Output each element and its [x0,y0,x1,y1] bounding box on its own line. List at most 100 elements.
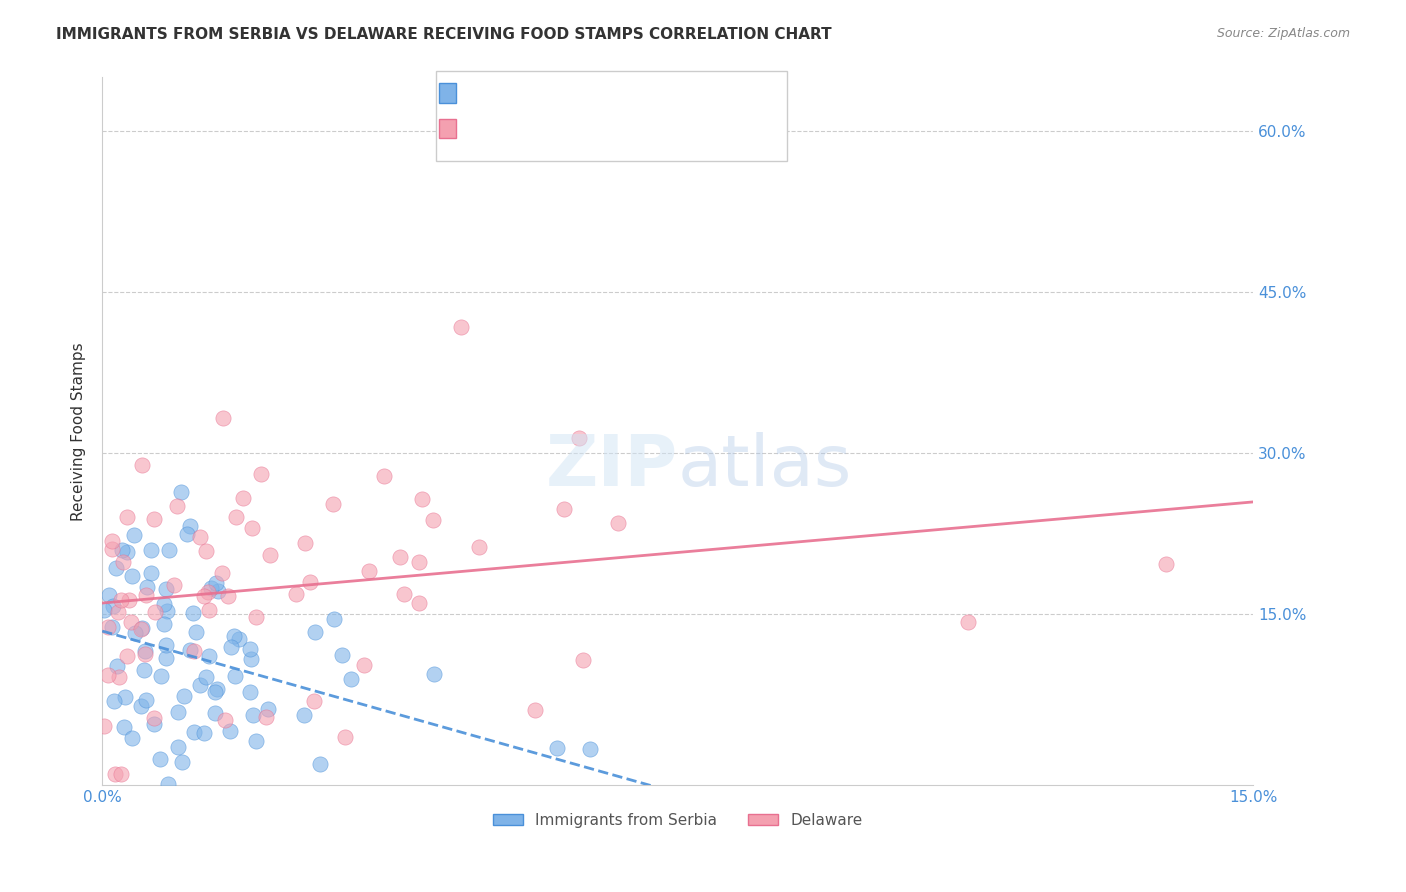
Point [97,620,120,634]
Point [225,510,247,524]
Point [330,648,353,663]
Point [249,467,271,481]
Point [207,584,229,599]
Point [105,659,128,673]
Point [340,672,363,686]
Point [239,642,262,657]
Point [553,502,575,516]
Point [157,543,180,558]
Point [135,693,157,707]
Point [222,629,245,643]
Point [204,576,226,591]
Point [131,621,153,635]
Point [139,566,162,580]
Point [117,593,139,607]
Point [388,549,411,564]
Point [546,740,568,755]
Point [149,669,172,683]
Point [124,528,146,542]
Point [349,789,371,803]
Point [211,566,233,580]
Point [239,652,262,666]
Point [205,682,228,697]
Point [239,685,262,699]
Point [423,667,446,681]
Point [242,708,264,723]
Point [104,767,127,781]
Point [93,719,115,733]
Text: IMMIGRANTS FROM SERBIA VS DELAWARE RECEIVING FOOD STAMPS CORRELATION CHART: IMMIGRANTS FROM SERBIA VS DELAWARE RECEI… [56,27,832,42]
Point [184,625,207,640]
Point [204,685,226,699]
Point [101,619,124,633]
Point [139,543,162,558]
Point [1154,558,1177,572]
Point [156,604,179,618]
Y-axis label: Receiving Food Stamps: Receiving Food Stamps [72,342,86,521]
Point [132,663,155,677]
Point [121,569,143,583]
Point [212,411,235,425]
Point [166,705,188,719]
Point [197,603,219,617]
Point [163,578,186,592]
Point [294,535,316,549]
Point [200,581,222,595]
Point [155,638,177,652]
Point [188,678,211,692]
Point [200,787,222,801]
Point [155,651,177,665]
Point [373,469,395,483]
Point [217,589,239,603]
Point [579,742,602,756]
Point [143,711,166,725]
Text: ZIP: ZIP [546,432,678,501]
Point [292,708,315,723]
Point [114,690,136,704]
Point [568,431,591,445]
Point [101,542,124,557]
Point [956,615,979,630]
Point [523,703,546,717]
Point [148,751,170,765]
Point [322,612,344,626]
Point [169,484,191,499]
Point [103,693,125,707]
Point [93,603,115,617]
Point [129,622,152,636]
Point [115,545,138,559]
Point [572,653,595,667]
Text: Source: ZipAtlas.com: Source: ZipAtlas.com [1216,27,1350,40]
Point [181,606,204,620]
Point [172,756,194,770]
Point [112,721,135,735]
Point [204,706,226,721]
Point [322,497,344,511]
Text: R = -0.196   N = 78: R = -0.196 N = 78 [453,87,603,101]
Point [134,644,156,658]
Text: R =  0.363   N = 65: R = 0.363 N = 65 [453,122,602,136]
Point [115,648,138,663]
Point [257,702,280,716]
Point [143,512,166,526]
Point [179,642,201,657]
Point [97,668,120,682]
Point [98,588,121,602]
Point [194,544,217,558]
Point [155,582,177,597]
Point [105,561,128,575]
Point [142,717,165,731]
Point [100,533,122,548]
Point [408,596,430,610]
Point [167,739,190,754]
Point [179,519,201,533]
Point [173,689,195,703]
Point [422,513,444,527]
Point [259,548,281,562]
Point [153,597,176,611]
Point [218,724,240,739]
Point [107,605,129,619]
Point [353,657,375,672]
Point [129,698,152,713]
Point [121,731,143,746]
